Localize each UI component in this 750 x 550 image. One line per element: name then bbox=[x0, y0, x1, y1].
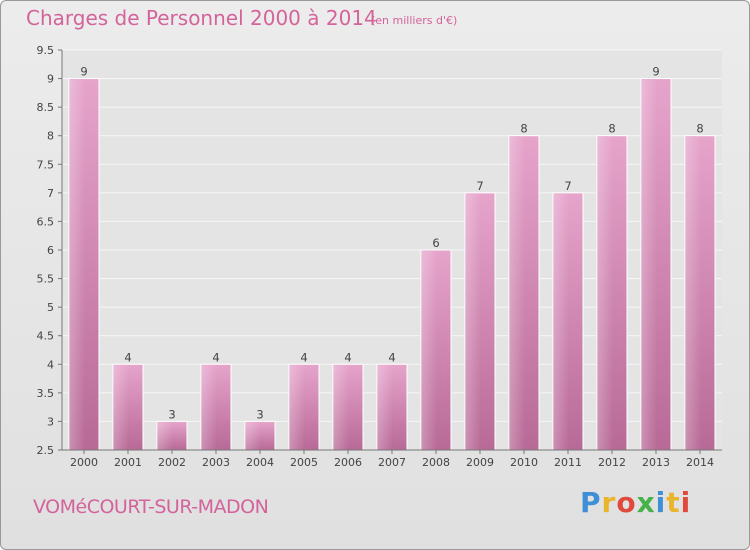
x-tick-label: 2013 bbox=[642, 456, 670, 469]
data-label: 4 bbox=[300, 350, 307, 364]
y-tick-label: 6.5 bbox=[37, 215, 55, 228]
y-tick-label: 4 bbox=[47, 358, 54, 371]
x-tick-label: 2001 bbox=[114, 456, 142, 469]
x-tick-label: 2008 bbox=[422, 456, 450, 469]
axis-layer: 2.5 3 3.5 4 4.5 5 5.5 6 6.5 7 7.5 8 8.5 9 9.5 2000 2001 2… bbox=[37, 44, 722, 469]
bar-highlight bbox=[70, 79, 85, 451]
x-tick-label: 2003 bbox=[202, 456, 230, 469]
bar-highlight bbox=[642, 79, 657, 451]
chart-title: Charges de Personnel 2000 à 2014 bbox=[26, 6, 377, 30]
y-tick-label: 5 bbox=[47, 301, 54, 314]
bar-highlight bbox=[114, 365, 129, 450]
x-tick-label: 2014 bbox=[686, 456, 714, 469]
bar-highlight bbox=[202, 365, 217, 450]
logo-letter: t bbox=[666, 486, 681, 519]
x-tick-label: 2007 bbox=[378, 456, 406, 469]
y-tick-label: 2.5 bbox=[37, 444, 55, 457]
logo-letter: i bbox=[655, 486, 667, 519]
bars-layer: 9 4 3 4 3 4 4 4 6 7 8 7 8 9 8 bbox=[68, 65, 716, 451]
y-tick-label: 9.5 bbox=[37, 44, 55, 57]
y-tick-label: 4.5 bbox=[37, 330, 55, 343]
data-label: 7 bbox=[564, 179, 571, 193]
bar-highlight bbox=[158, 422, 173, 450]
chart-subtitle: (en milliers d'€) bbox=[371, 14, 458, 27]
commune-name: VOMéCOURT-SUR-MADON bbox=[33, 496, 269, 518]
bar-highlight bbox=[290, 365, 305, 450]
x-tick-label: 2002 bbox=[158, 456, 186, 469]
bar-highlight bbox=[422, 251, 437, 450]
logo-letter: o bbox=[616, 486, 637, 519]
y-tick-label: 5.5 bbox=[37, 273, 55, 286]
x-tick-label: 2010 bbox=[510, 456, 538, 469]
data-label: 9 bbox=[80, 65, 87, 79]
bar-highlight bbox=[510, 136, 525, 450]
x-tick-label: 2005 bbox=[290, 456, 318, 469]
data-label: 6 bbox=[432, 236, 439, 250]
y-tick-label: 8.5 bbox=[37, 101, 55, 114]
logo-letter: P bbox=[580, 486, 602, 519]
data-label: 3 bbox=[168, 407, 175, 421]
data-label: 3 bbox=[256, 407, 263, 421]
y-tick-label: 3 bbox=[47, 415, 54, 428]
x-tick-label: 2000 bbox=[70, 456, 98, 469]
bar-highlight bbox=[686, 136, 701, 450]
y-tick-label: 8 bbox=[47, 130, 54, 143]
logo-letter: r bbox=[601, 486, 617, 519]
y-tick-label: 7.5 bbox=[37, 158, 55, 171]
data-label: 4 bbox=[344, 350, 351, 364]
data-label: 4 bbox=[388, 350, 395, 364]
logo-letter: x bbox=[636, 486, 656, 519]
x-tick-label: 2011 bbox=[554, 456, 582, 469]
data-label: 8 bbox=[608, 122, 615, 136]
x-tick-label: 2012 bbox=[598, 456, 626, 469]
data-label: 9 bbox=[652, 65, 659, 79]
bar-highlight bbox=[246, 422, 261, 450]
data-label: 4 bbox=[212, 350, 219, 364]
data-label: 8 bbox=[520, 122, 527, 136]
y-tick-label: 6 bbox=[47, 244, 54, 257]
data-label: 8 bbox=[696, 122, 703, 136]
bar-highlight bbox=[334, 365, 349, 450]
proxiti-logo[interactable]: Proxiti bbox=[580, 486, 691, 519]
y-tick-label: 9 bbox=[47, 73, 54, 86]
x-tick-label: 2006 bbox=[334, 456, 362, 469]
y-tick-label: 7 bbox=[47, 187, 54, 200]
data-label: 7 bbox=[476, 179, 483, 193]
bar-highlight bbox=[554, 193, 569, 450]
y-tick-label: 3.5 bbox=[37, 387, 55, 400]
x-tick-label: 2004 bbox=[246, 456, 274, 469]
data-label: 4 bbox=[124, 350, 131, 364]
bar-highlight bbox=[466, 193, 481, 450]
bar-highlight bbox=[598, 136, 613, 450]
x-tick-label: 2009 bbox=[466, 456, 494, 469]
bar-highlight bbox=[378, 365, 393, 450]
logo-letter: i bbox=[680, 486, 692, 519]
